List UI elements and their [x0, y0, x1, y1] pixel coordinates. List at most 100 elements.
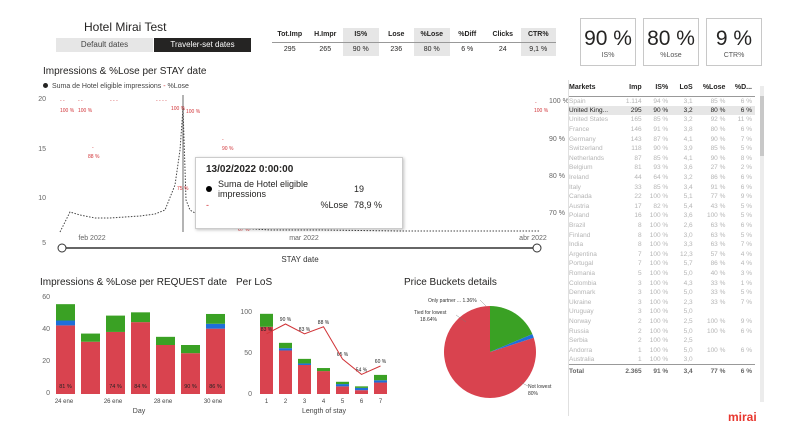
los-bar[interactable]: [317, 368, 330, 372]
pie-slice[interactable]: [490, 306, 533, 352]
los-bar[interactable]: [298, 358, 311, 364]
los-bar[interactable]: [279, 350, 292, 394]
market-row[interactable]: Denmark 3 100 % 5,0 33 % 5 %: [569, 288, 755, 298]
market-row[interactable]: Australia 1 100 % 3,0: [569, 355, 755, 365]
market-row[interactable]: Ireland 44 64 % 3,2 86 % 6 %: [569, 173, 755, 183]
market-cell: 2,6: [683, 222, 693, 230]
markets-table[interactable]: Markets Imp IS% LoS %Lose %D... Spain 1.1…: [568, 80, 758, 416]
market-cell: 64 %: [653, 174, 669, 182]
x-tick: 5: [341, 399, 345, 405]
los-bar[interactable]: [374, 374, 387, 381]
market-row[interactable]: Serbia 2 100 % 2,5: [569, 336, 755, 346]
los-bar[interactable]: [298, 363, 311, 365]
market-cell: 94 %: [653, 97, 669, 105]
market-cell: [696, 355, 729, 365]
col-header[interactable]: %Lose: [695, 80, 729, 97]
los-bar[interactable]: [336, 384, 349, 387]
col-header[interactable]: Markets: [569, 80, 619, 97]
request-bar[interactable]: [206, 328, 225, 394]
los-bar[interactable]: [336, 386, 349, 394]
market-row[interactable]: Austria 17 82 % 5,4 43 % 5 %: [569, 202, 755, 212]
request-bar[interactable]: [181, 345, 200, 354]
market-row[interactable]: Argentina 7 100 % 12,3 57 % 4 %: [569, 250, 755, 260]
col-header[interactable]: LoS: [671, 80, 696, 97]
market-cell: 3,4: [683, 183, 693, 191]
los-bar[interactable]: [355, 386, 368, 388]
market-row[interactable]: Italy 33 85 % 3,4 91 % 6 %: [569, 182, 755, 192]
request-bar[interactable]: [131, 322, 150, 394]
pie-slice[interactable]: [490, 334, 534, 352]
request-chart[interactable]: 60 40 20 0 81 % 74 % 84 % 90 % 86 % 24 ene 2…: [36, 290, 232, 418]
los-bar[interactable]: [279, 342, 292, 349]
card-value: 90 %: [584, 27, 632, 50]
market-row[interactable]: United King... 295 90 % 3,2 80 % 6 %: [569, 105, 755, 116]
markets-scrollbar-thumb[interactable]: [760, 96, 764, 156]
col-header[interactable]: Imp: [618, 80, 645, 97]
market-cell: 7 %: [740, 241, 752, 249]
default-dates-button[interactable]: Default dates: [56, 38, 153, 52]
market-row[interactable]: Brazil 8 100 % 2,6 63 % 6 %: [569, 221, 755, 231]
market-cell: Brazil: [569, 222, 586, 230]
market-row[interactable]: Ukraine 3 100 % 2,3 33 % 7 %: [569, 297, 755, 307]
price-buckets-pie[interactable]: Only partner ... 1.36% Tied for lowest 18…: [404, 290, 564, 418]
request-bar[interactable]: [181, 353, 200, 394]
request-bar[interactable]: [56, 304, 75, 321]
request-bar[interactable]: [81, 333, 100, 342]
los-bar[interactable]: [374, 382, 387, 394]
los-bar[interactable]: [260, 326, 273, 394]
los-bar[interactable]: [279, 348, 292, 351]
markets-scrollbar[interactable]: [760, 86, 764, 402]
los-bar[interactable]: [355, 390, 368, 394]
los-chart[interactable]: 100 50 0 83 % 90 % 83 % 88 % 65 % 54 % 60 % 1 2…: [236, 290, 396, 418]
request-bar[interactable]: [131, 312, 150, 323]
market-cell: 3,3: [683, 241, 693, 249]
market-row[interactable]: Netherlands 87 85 % 4,1 90 % 8 %: [569, 154, 755, 164]
traveler-dates-button[interactable]: Traveler-set dates: [154, 38, 251, 52]
request-bar[interactable]: [156, 345, 175, 394]
market-row[interactable]: Canada 22 100 % 5,1 77 % 9 %: [569, 192, 755, 202]
market-row[interactable]: United States 165 85 % 3,2 92 % 11 %: [569, 115, 755, 125]
los-bar[interactable]: [298, 364, 311, 394]
market-row[interactable]: Russia 2 100 % 5,0 100 % 6 %: [569, 326, 755, 336]
y-tick: 40: [42, 326, 50, 333]
market-row[interactable]: Romania 5 100 % 5,0 40 % 3 %: [569, 269, 755, 279]
market-cell: 33 %: [710, 289, 726, 297]
los-bar[interactable]: [355, 387, 368, 391]
market-row[interactable]: India 8 100 % 3,3 63 % 7 %: [569, 240, 755, 250]
y-tick: 50: [244, 350, 252, 357]
los-bar[interactable]: [260, 313, 273, 327]
market-row[interactable]: Finland 8 100 % 3,0 63 % 5 %: [569, 230, 755, 240]
kpi-value: 6 %: [461, 45, 474, 53]
market-row[interactable]: Switzerland 118 90 % 3,9 85 % 5 %: [569, 144, 755, 154]
slider-end-handle[interactable]: [532, 243, 542, 253]
market-row[interactable]: Belgium 81 93 % 3,6 27 % 2 %: [569, 163, 755, 173]
request-bar[interactable]: [106, 315, 125, 332]
market-row[interactable]: Colombia 3 100 % 4,3 33 % 1 %: [569, 278, 755, 288]
los-bar[interactable]: [374, 380, 387, 383]
kpi-header: %Lose: [414, 28, 450, 43]
market-row[interactable]: Spain 1.114 94 % 3,1 85 % 6 %: [569, 96, 755, 106]
market-row[interactable]: France 146 91 % 3,8 80 % 6 %: [569, 125, 755, 135]
stay-chart[interactable]: 20 15 10 5 100 % 90 % 80 % 70 % feb 2022…: [0, 0, 570, 270]
lose-dash: - -: [60, 98, 65, 104]
request-bar[interactable]: [81, 341, 100, 394]
request-bar[interactable]: [206, 313, 225, 324]
los-bar[interactable]: [336, 381, 349, 385]
request-bar[interactable]: [156, 336, 175, 345]
market-row[interactable]: Norway 2 100 % 2,5 100 % 9 %: [569, 317, 755, 327]
request-bar[interactable]: [56, 325, 75, 394]
request-x-title: Day: [133, 408, 146, 415]
market-row[interactable]: Uruguay 3 100 % 5,0: [569, 307, 755, 317]
market-row[interactable]: Portugal 7 100 % 5,7 86 % 4 %: [569, 259, 755, 269]
request-bar[interactable]: [56, 320, 75, 326]
col-header[interactable]: IS%: [644, 80, 672, 97]
request-bar[interactable]: [106, 331, 125, 394]
market-row[interactable]: Germany 143 87 % 4,1 90 % 7 %: [569, 134, 755, 144]
market-row[interactable]: Andorra 1 100 % 5,0 100 % 6 %: [569, 345, 755, 355]
slider-start-handle[interactable]: [57, 243, 67, 253]
tooltip-row: - %Lose 78,9 %: [206, 199, 392, 211]
col-header[interactable]: %D...: [728, 80, 755, 97]
request-bar[interactable]: [206, 323, 225, 329]
los-bar[interactable]: [317, 371, 330, 394]
market-row[interactable]: Poland 16 100 % 3,6 100 % 5 %: [569, 211, 755, 221]
